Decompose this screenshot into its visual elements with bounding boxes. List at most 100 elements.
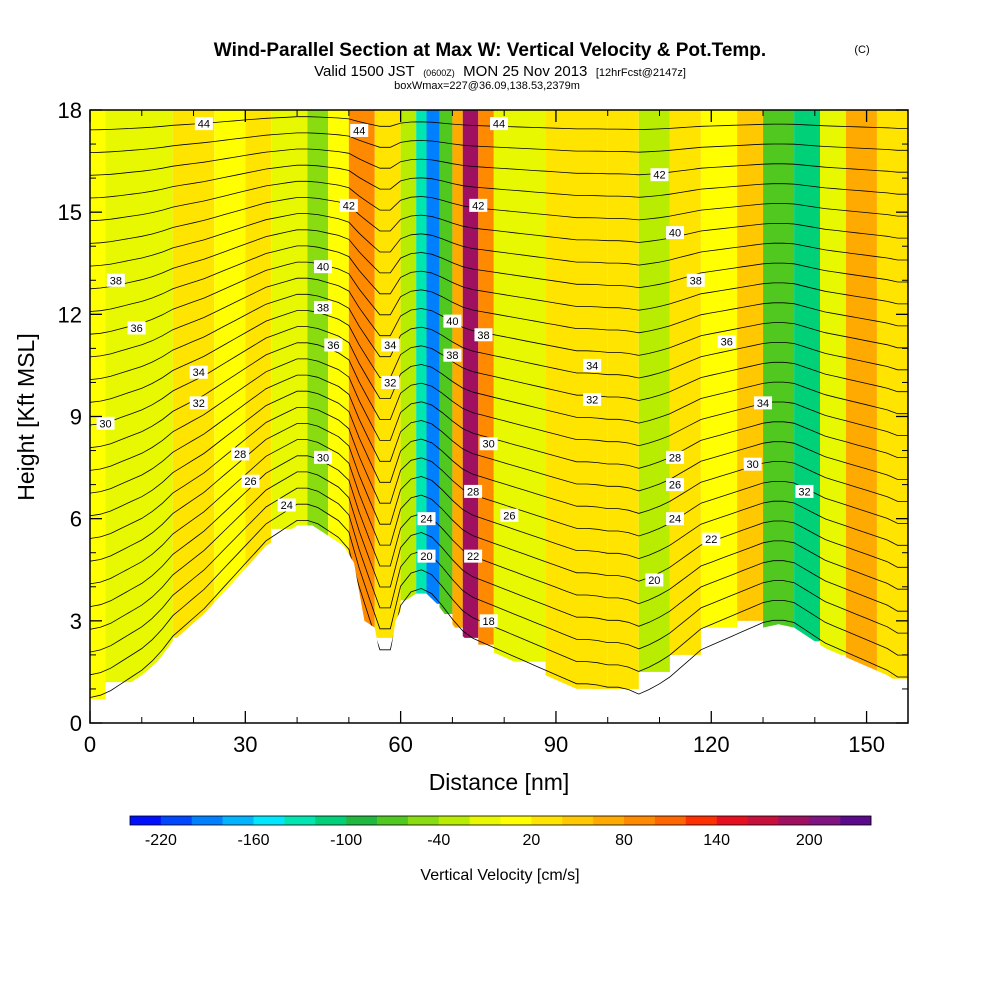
- contour-label-text: 26: [669, 480, 681, 492]
- isentrope-31: [90, 310, 908, 403]
- contour-label-14: 36: [127, 321, 146, 335]
- isentrope-38: [90, 197, 908, 244]
- colorbar-swatch-0: [130, 816, 162, 825]
- contour-label-29: 28: [231, 447, 250, 461]
- isentrope-25: [90, 407, 908, 539]
- y-tick-label: 9: [70, 405, 82, 430]
- colorbar-tick-label: 20: [522, 832, 540, 849]
- x-axis-label: Distance [nm]: [429, 769, 570, 795]
- contour-label-text: 24: [669, 514, 681, 526]
- contour-label-box: [479, 614, 498, 628]
- contour-label-19: 34: [583, 358, 602, 372]
- contour-label-text: 26: [503, 510, 515, 522]
- velocity-cell-13: [439, 110, 453, 615]
- isentrope-42: [90, 132, 908, 153]
- contour-label-box: [666, 450, 685, 464]
- contour-label-text: 28: [467, 486, 479, 498]
- contour-label-text: 30: [747, 459, 759, 471]
- contour-label-36: 24: [417, 512, 436, 526]
- colorbar-swatch-23: [840, 816, 872, 825]
- contour-label-text: 38: [690, 275, 702, 287]
- isentrope-24: [90, 423, 908, 562]
- y-tick-label: 15: [58, 200, 82, 225]
- colorbar-swatch-18: [685, 816, 717, 825]
- colorbar-swatch-9: [407, 816, 440, 825]
- colorbar-swatch-20: [747, 816, 779, 825]
- velocity-cell-25: [794, 110, 820, 642]
- contour-label-25: 30: [96, 416, 115, 430]
- contour-label-box: [500, 508, 519, 522]
- terrain-mask: [90, 525, 908, 723]
- contour-label-box: [743, 457, 762, 471]
- contour-label-text: 42: [343, 200, 355, 212]
- isentrope-lines: [90, 116, 908, 698]
- contour-label-box: [583, 358, 602, 372]
- colorbar-swatch-22: [809, 816, 841, 825]
- contour-label-27: 30: [479, 437, 498, 451]
- contour-label-text: 18: [483, 616, 495, 628]
- contour-label-text: 34: [586, 360, 598, 372]
- velocity-cell-23: [737, 110, 764, 621]
- y-tick-label: 3: [70, 609, 82, 634]
- contour-label-text: 34: [384, 340, 396, 352]
- isentrope-22: [90, 455, 908, 607]
- contour-label-text: 38: [110, 275, 122, 287]
- colorbar-swatch-13: [531, 816, 563, 825]
- copyright-mark: (C): [854, 44, 869, 56]
- contour-label-text: 28: [234, 449, 246, 461]
- box-wmax-info: boxWmax=227@36.09,138.53,2379m: [394, 80, 580, 92]
- contour-label-text: 24: [281, 500, 293, 512]
- contour-label-34: 26: [666, 478, 685, 492]
- contour-label-33: 26: [500, 508, 519, 522]
- x-tick-label: 30: [233, 732, 257, 757]
- contour-label-box: [313, 301, 332, 315]
- contour-label-box: [417, 512, 436, 526]
- contour-label-box: [464, 549, 483, 563]
- contour-label-text: 24: [420, 514, 432, 526]
- contour-label-42: 18: [479, 614, 498, 628]
- contour-label-box: [717, 335, 736, 349]
- contour-label-box: [666, 226, 685, 240]
- contour-label-text: 42: [472, 200, 484, 212]
- contour-label-30: 28: [464, 484, 483, 498]
- x-tick-label: 90: [544, 732, 568, 757]
- contour-label-box: [241, 474, 260, 488]
- contour-label-box: [490, 117, 508, 131]
- velocity-cell-26: [819, 110, 846, 655]
- contour-label-text: 40: [669, 228, 681, 240]
- velocity-cell-20: [638, 110, 670, 672]
- contour-label-box: [381, 375, 400, 389]
- y-tick-label: 6: [70, 507, 82, 532]
- contour-label-box: [795, 484, 814, 498]
- isentrope-32: [90, 293, 908, 380]
- velocity-cell-8: [348, 110, 375, 638]
- contour-label-box: [583, 392, 602, 406]
- contour-label-box: [686, 273, 705, 287]
- contour-label-6: 40: [313, 260, 332, 274]
- contour-label-8: 40: [666, 226, 685, 240]
- x-axis: 0 30 60 90 120 150: [84, 110, 885, 757]
- colorbar-frame: [129, 815, 872, 826]
- colorbar: -220 -160 -100 -40 20 80 140 200: [129, 815, 872, 849]
- isentrope-21: [90, 471, 908, 630]
- contour-label-text: 36: [721, 337, 733, 349]
- colorbar-tick-label: -40: [427, 832, 450, 849]
- contour-label-18: 34: [381, 338, 400, 352]
- contour-label-text: 20: [420, 551, 432, 563]
- contour-label-box: [96, 416, 115, 430]
- contour-label-box: [666, 478, 685, 492]
- contour-label-box: [339, 198, 358, 212]
- colorbar-swatch-7: [346, 816, 378, 825]
- contour-label-26: 30: [313, 450, 332, 464]
- contour-label-box: [702, 532, 721, 546]
- velocity-cell-14: [452, 110, 463, 628]
- contour-label-box: [350, 123, 369, 137]
- colorbar-swatch-8: [377, 816, 409, 825]
- contour-label-10: 38: [313, 301, 332, 315]
- contour-label-24: 32: [795, 484, 814, 498]
- velocity-cell-1: [105, 110, 173, 683]
- contour-label-box: [324, 338, 343, 352]
- contour-label-32: 26: [241, 474, 260, 488]
